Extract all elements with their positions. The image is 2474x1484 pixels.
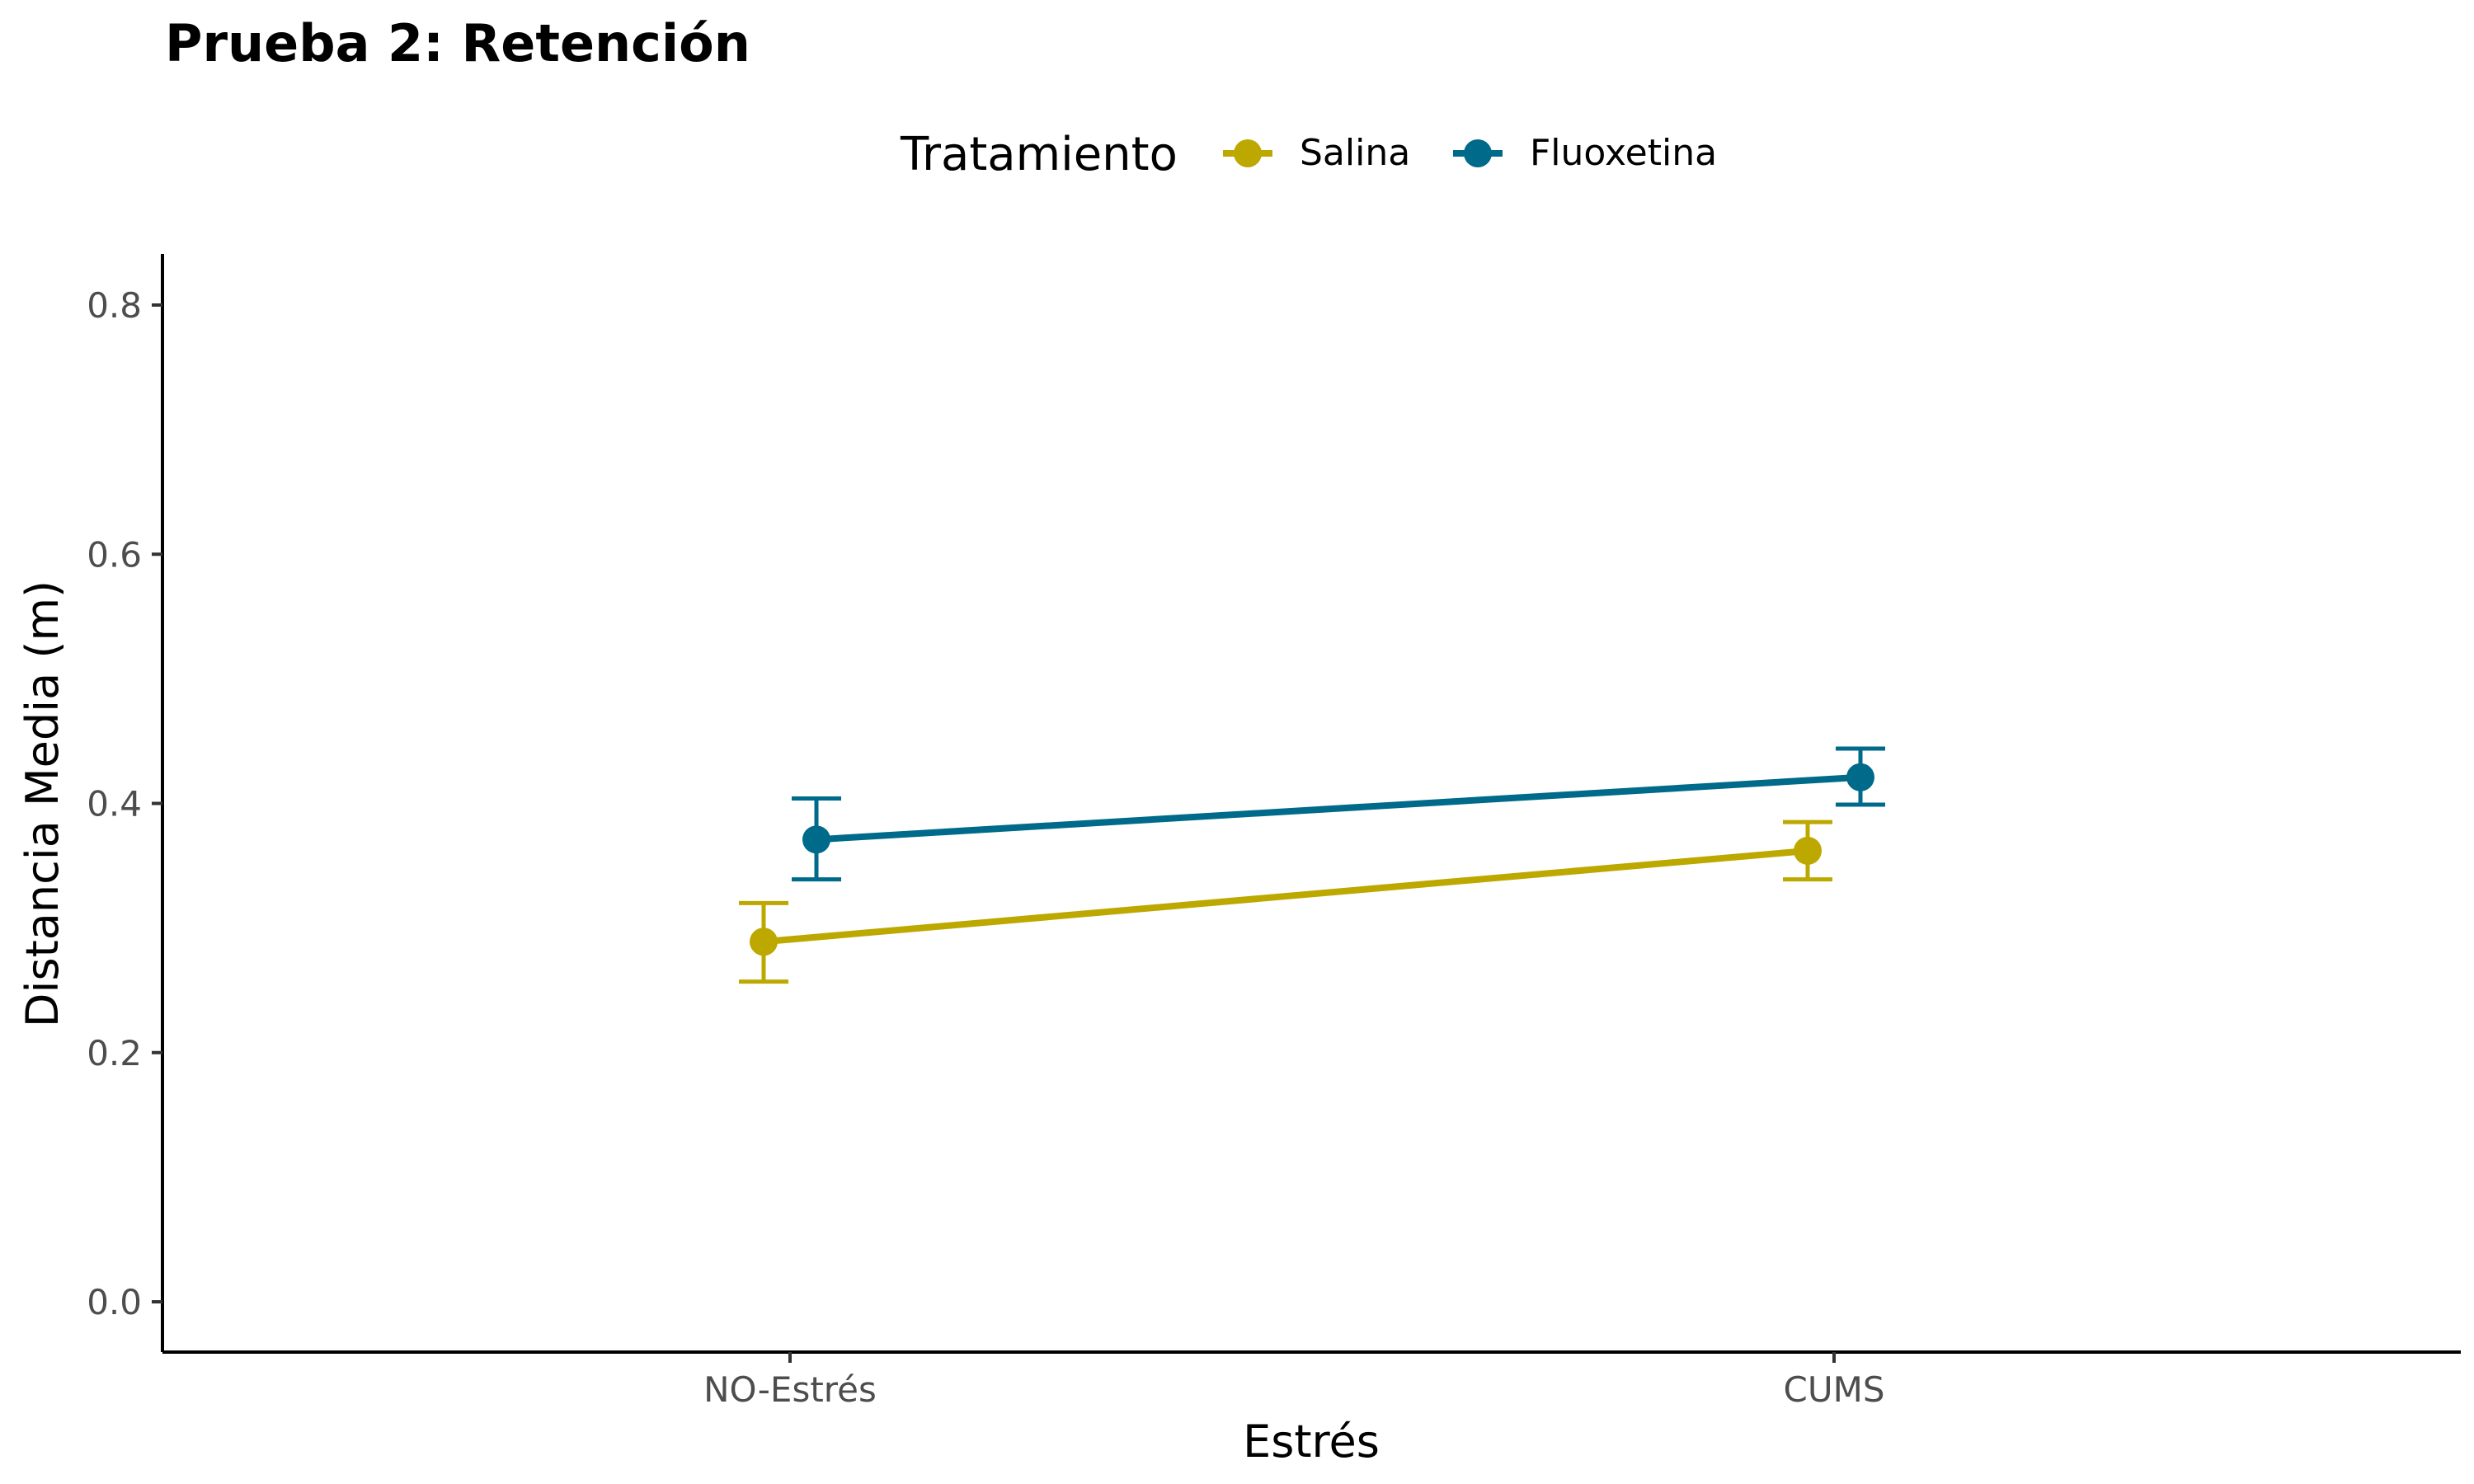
x-tick-label: CUMS [1784, 1369, 1885, 1410]
y-tick-label: 0.4 [87, 784, 142, 824]
legend-key-point [1464, 139, 1492, 167]
series-line-salina [763, 847, 1808, 946]
y-tick-label: 0.2 [87, 1033, 142, 1073]
chart-title: Prueba 2: Retención [165, 13, 750, 73]
data-point-salina [1794, 836, 1822, 865]
legend-item-salina: Salina [1223, 132, 1410, 174]
legend-title: Tratamiento [900, 128, 1178, 181]
legend-item-fluoxetina: Fluoxetina [1453, 132, 1717, 174]
x-tick-label: NO-Estrés [703, 1369, 877, 1410]
x-ticks: NO-Estrés CUMS [703, 1352, 1884, 1410]
y-tick-label: 0.8 [87, 285, 142, 326]
y-axis-title: Distancia Media (m) [16, 580, 68, 1027]
axes [161, 254, 2461, 1354]
plot-marks [739, 746, 1885, 984]
y-tick-label: 0.0 [87, 1282, 142, 1322]
legend: Tratamiento Salina Fluoxetina [900, 128, 1717, 181]
data-point-fluoxetina [802, 825, 830, 854]
data-point-salina [750, 928, 778, 956]
series-line-fluoxetina [816, 773, 1861, 843]
y-ticks: 0.0 0.2 0.4 0.6 0.8 [87, 285, 162, 1322]
y-tick-label: 0.6 [87, 534, 142, 575]
legend-label-salina: Salina [1300, 132, 1410, 174]
x-axis-title: Estrés [1243, 1416, 1380, 1468]
data-point-fluoxetina [1846, 763, 1874, 791]
legend-label-fluoxetina: Fluoxetina [1530, 132, 1717, 174]
legend-key-point [1234, 139, 1262, 167]
